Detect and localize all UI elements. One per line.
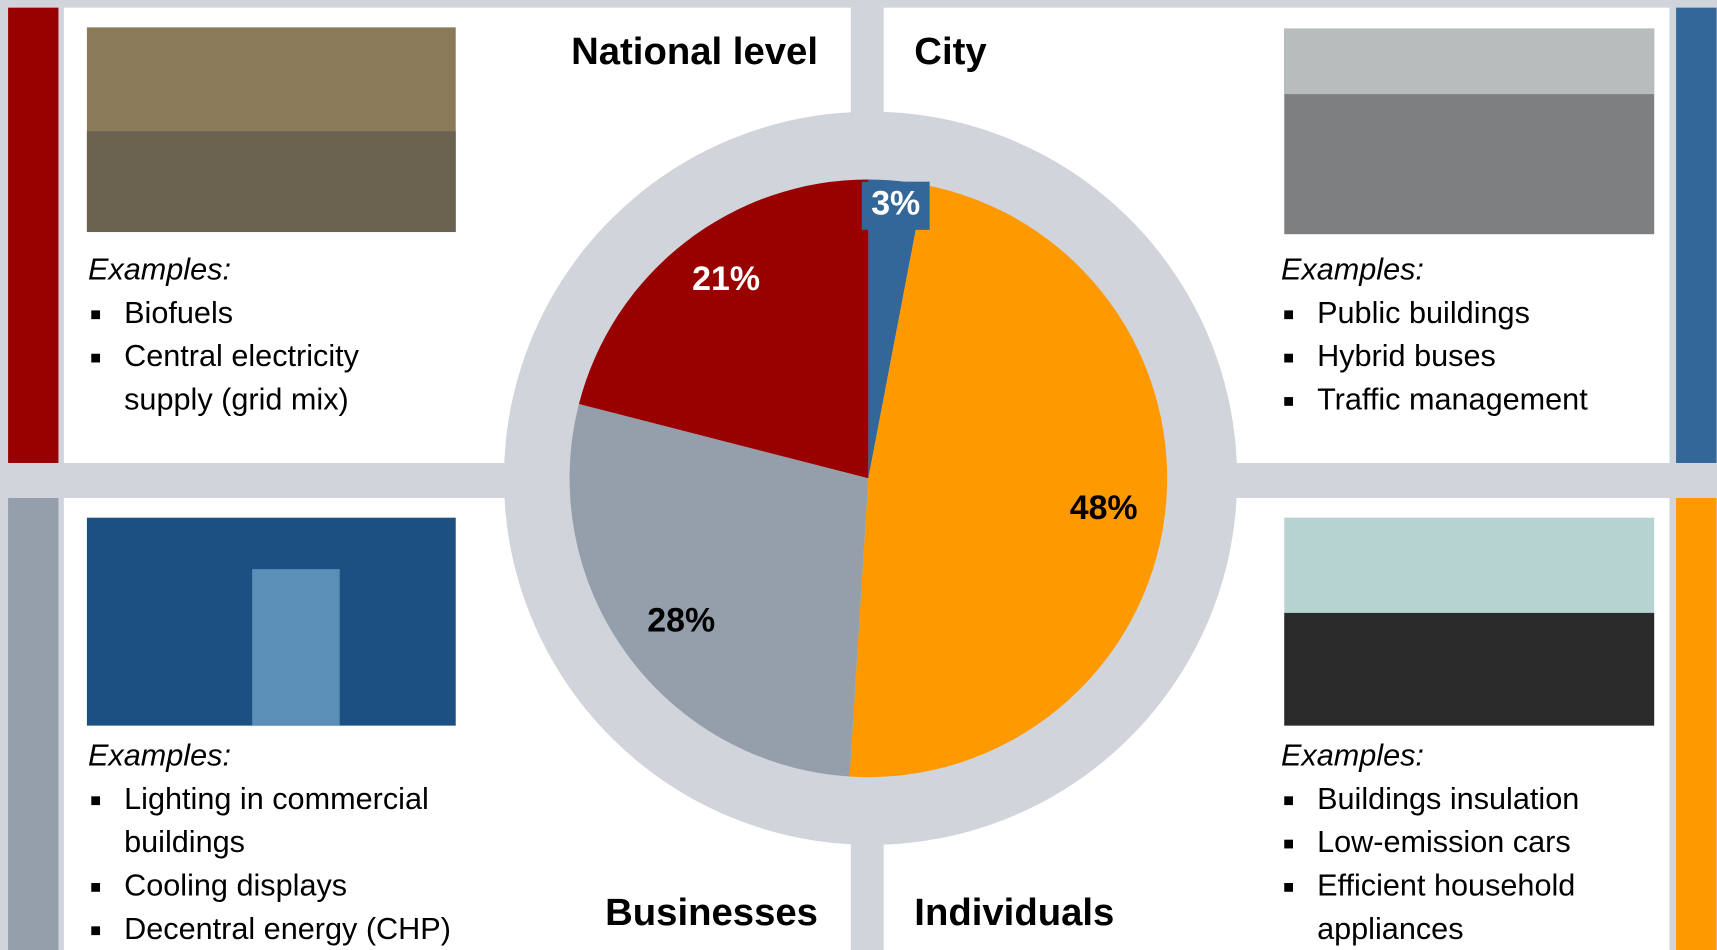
chart: 3% 48% 28% 21% National level City Business… bbox=[0, 0, 1717, 950]
photo-detail bbox=[252, 569, 340, 726]
bullet bbox=[91, 883, 100, 892]
example-item: Lighting in commercial bbox=[124, 782, 429, 816]
example-item: Buildings insulation bbox=[1317, 782, 1579, 816]
example-item: Public buildings bbox=[1317, 296, 1530, 330]
example-item: supply (grid mix) bbox=[124, 383, 349, 417]
example-item: Central electricity bbox=[124, 339, 360, 373]
quadrant-title: City bbox=[914, 30, 987, 73]
data-label: 28% bbox=[647, 602, 715, 640]
quadrant-title: National level bbox=[571, 30, 818, 73]
example-item: Decentral energy (CHP) bbox=[124, 912, 451, 946]
photo-detail bbox=[1284, 613, 1654, 726]
example-item: Cooling displays bbox=[124, 868, 347, 902]
bullet bbox=[1284, 796, 1293, 805]
example-item: Low-emission cars bbox=[1317, 825, 1571, 859]
photo-detail bbox=[87, 131, 456, 232]
bullet bbox=[1284, 310, 1293, 319]
photo-detail bbox=[1284, 28, 1654, 94]
bullet bbox=[1284, 840, 1293, 849]
bullet bbox=[91, 354, 100, 363]
data-label: 3% bbox=[871, 185, 920, 223]
example-item: buildings bbox=[124, 825, 245, 859]
bullet bbox=[91, 796, 100, 805]
pie: 3% 48% 28% 21% bbox=[570, 179, 1168, 777]
bullet bbox=[1284, 883, 1293, 892]
examples-label: Examples: bbox=[1281, 253, 1424, 287]
bullet bbox=[1284, 397, 1293, 406]
side-bar bbox=[1676, 8, 1716, 463]
side-bar bbox=[1676, 498, 1716, 950]
example-item: Efficient household bbox=[1317, 868, 1575, 902]
example-item: Hybrid buses bbox=[1317, 339, 1496, 373]
bullet bbox=[91, 926, 100, 935]
examples-label: Examples: bbox=[88, 738, 231, 772]
example-item: Biofuels bbox=[124, 296, 233, 330]
side-bar bbox=[8, 498, 58, 950]
quadrant-title: Individuals bbox=[914, 891, 1114, 934]
bullet bbox=[1284, 354, 1293, 363]
example-item: Traffic management bbox=[1317, 383, 1588, 417]
examples-label: Examples: bbox=[1281, 738, 1424, 772]
quadrant-title: Businesses bbox=[605, 891, 818, 934]
examples-label: Examples: bbox=[88, 253, 231, 287]
data-label: 21% bbox=[692, 260, 760, 298]
bullet bbox=[91, 310, 100, 319]
side-bar bbox=[8, 8, 58, 463]
example-item: appliances bbox=[1317, 912, 1463, 946]
data-label: 48% bbox=[1070, 489, 1138, 527]
page: {"chart_data": {"type": "pie", "categori… bbox=[0, 0, 1717, 950]
